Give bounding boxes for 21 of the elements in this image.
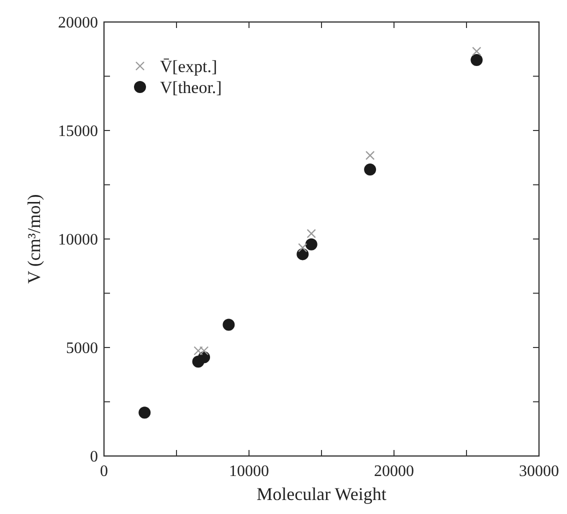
point [365, 150, 375, 160]
y-tick-label: 15000 [58, 123, 98, 140]
point [472, 46, 482, 56]
y-axis-title: V (cm³/mol) [24, 194, 44, 284]
point [298, 243, 308, 252]
point [306, 228, 316, 238]
point [305, 238, 318, 250]
y-tick-label: 20000 [58, 14, 98, 32]
point [138, 406, 151, 419]
x-tick-label: 30000 [519, 463, 559, 480]
legend-label: V[theor.] [160, 78, 222, 97]
point [364, 164, 376, 176]
y-tick-label: 5000 [66, 340, 98, 358]
legend-label: V̄[expt.] [160, 56, 218, 76]
y-tick-label: 0 [90, 448, 98, 466]
y-tick-label: 10000 [58, 232, 98, 249]
point [470, 54, 483, 66]
x-tick-label: 10000 [229, 463, 269, 480]
x-tick-label: 20000 [374, 463, 414, 480]
x-axis-title: Molecular Weight [256, 484, 386, 504]
point [222, 318, 235, 331]
